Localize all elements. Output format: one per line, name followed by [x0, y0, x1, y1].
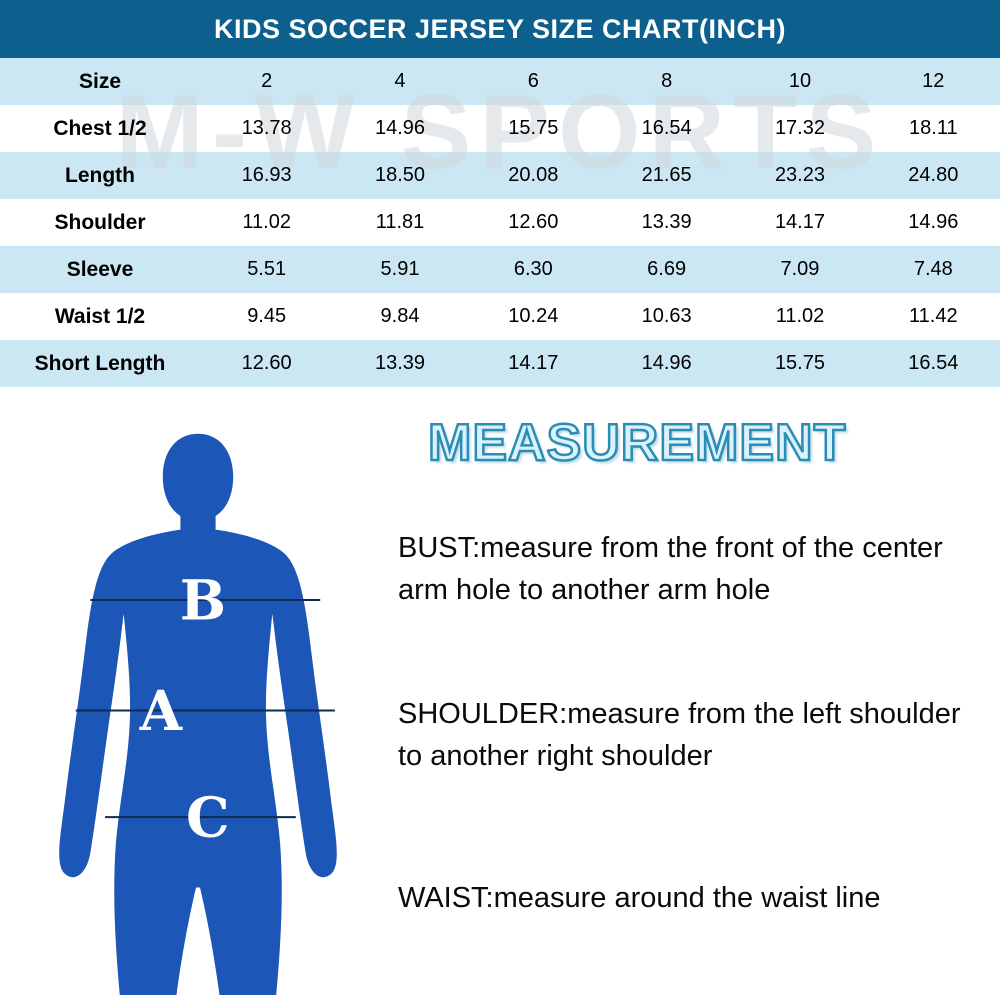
table-row-sleeve: Sleeve 5.51 5.91 6.30 6.69 7.09 7.48 — [0, 246, 1000, 293]
table-header-row: Size 2 4 6 8 10 12 — [0, 58, 1000, 105]
cell-value: 17.32 — [774, 117, 825, 139]
cell-value: 13.39 — [641, 211, 692, 233]
column-header-size: Size — [78, 69, 122, 93]
cell-value: 14.96 — [641, 352, 692, 374]
cell-value: 15.75 — [774, 352, 825, 374]
cell-value: 14.17 — [774, 211, 825, 233]
measurement-title: MEASUREMENT — [427, 413, 847, 474]
waist-instruction: WAIST:measure around the waist line — [398, 882, 881, 914]
table-row-waist: Waist 1/2 9.45 9.84 10.24 10.63 11.02 11… — [0, 293, 1000, 340]
cell-value: 6.30 — [513, 258, 553, 280]
column-header: 10 — [788, 70, 812, 92]
chart-title: KIDS SOCCER JERSEY SIZE CHART(INCH) — [213, 13, 787, 44]
hip-letter-label: C — [186, 786, 230, 850]
cell-value: 5.91 — [380, 258, 420, 280]
table-row-length: Length 16.93 18.50 20.08 21.65 23.23 24.… — [0, 152, 1000, 199]
cell-value: 13.39 — [374, 352, 426, 374]
bust-instruction: BUST:measure from the front of the cente… — [398, 532, 943, 607]
cell-value: 11.42 — [909, 305, 958, 327]
cell-value: 6.69 — [647, 258, 687, 280]
cell-value: 12.60 — [508, 211, 559, 233]
table-row-shoulder: Shoulder 11.02 11.81 12.60 13.39 14.17 1… — [0, 199, 1000, 246]
body-figure: B A C — [22, 423, 374, 1000]
chart-title-bar: KIDS SOCCER JERSEY SIZE CHART(INCH) — [0, 0, 1000, 58]
row-label: Waist 1/2 — [54, 304, 146, 328]
column-header: 2 — [261, 70, 273, 92]
body-silhouette-graphic: B A C — [59, 433, 337, 996]
cell-value: 5.51 — [247, 258, 287, 280]
bust-letter-label: B — [180, 569, 226, 633]
cell-value: 14.96 — [374, 117, 426, 139]
waist-letter-label: A — [139, 679, 184, 743]
column-header: 4 — [394, 70, 406, 92]
cell-value: 7.09 — [780, 258, 820, 280]
column-header: 12 — [922, 70, 945, 92]
row-label: Short Length — [34, 351, 166, 375]
table-row-chest: Chest 1/2 13.78 14.96 15.75 16.54 17.32 … — [0, 105, 1000, 152]
cell-value: 18.50 — [374, 164, 426, 186]
column-header: 8 — [661, 70, 673, 92]
column-header: 6 — [527, 70, 539, 92]
cell-value: 12.60 — [241, 352, 292, 374]
cell-value: 11.81 — [375, 211, 425, 233]
measurement-section: B A C MEASUREMENT BUST:measure from the … — [0, 387, 1000, 1000]
table-row-short-length: Short Length 12.60 13.39 14.17 14.96 15.… — [0, 340, 1000, 387]
cell-value: 11.02 — [242, 211, 291, 233]
cell-value: 23.23 — [774, 164, 825, 186]
cell-value: 9.45 — [247, 305, 287, 327]
cell-value: 10.24 — [508, 305, 559, 327]
cell-value: 16.93 — [241, 164, 292, 186]
cell-value: 13.78 — [241, 117, 292, 139]
row-label: Shoulder — [54, 210, 146, 234]
row-label: Sleeve — [66, 257, 134, 281]
size-table: M-W SPORTS Size 2 4 6 8 10 12 Chest 1/2 … — [0, 58, 1000, 387]
cell-value: 20.08 — [508, 164, 559, 186]
shoulder-instruction: SHOULDER:measure from the left shoulder … — [398, 698, 961, 773]
row-label: Chest 1/2 — [53, 116, 147, 140]
cell-value: 16.54 — [908, 352, 959, 374]
cell-value: 7.48 — [913, 258, 953, 280]
body-silhouette — [59, 433, 337, 996]
cell-value: 14.96 — [908, 211, 959, 233]
cell-value: 9.84 — [380, 305, 420, 327]
cell-value: 24.80 — [908, 164, 959, 186]
cell-value: 14.17 — [508, 352, 559, 374]
cell-value: 15.75 — [508, 117, 559, 139]
row-label: Length — [65, 163, 135, 187]
cell-value: 21.65 — [641, 164, 692, 186]
cell-value: 18.11 — [909, 117, 958, 139]
cell-value: 11.02 — [775, 305, 825, 327]
cell-value: 10.63 — [641, 305, 692, 327]
cell-value: 16.54 — [641, 117, 692, 139]
